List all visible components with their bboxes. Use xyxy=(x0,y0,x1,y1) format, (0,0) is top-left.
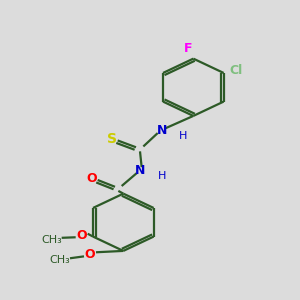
Text: N: N xyxy=(157,124,167,137)
Text: S: S xyxy=(107,132,117,146)
Text: N: N xyxy=(135,164,145,177)
Text: CH₃: CH₃ xyxy=(50,256,70,266)
Text: O: O xyxy=(76,230,87,242)
Text: O: O xyxy=(86,172,97,185)
Text: O: O xyxy=(85,248,95,262)
Text: H: H xyxy=(158,171,166,181)
Text: CH₃: CH₃ xyxy=(41,235,62,245)
Text: Cl: Cl xyxy=(230,64,243,77)
Text: H: H xyxy=(179,131,188,141)
Text: F: F xyxy=(184,41,193,55)
